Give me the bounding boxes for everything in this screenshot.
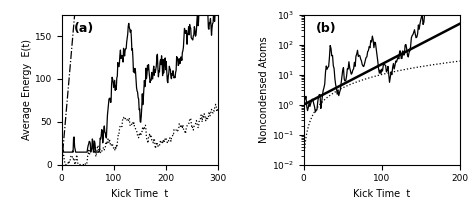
X-axis label: Kick Time  t: Kick Time t: [111, 189, 168, 199]
Y-axis label: Average Energy  E(t): Average Energy E(t): [22, 39, 32, 140]
Text: (a): (a): [74, 22, 94, 35]
Text: (b): (b): [316, 22, 337, 35]
X-axis label: Kick Time  t: Kick Time t: [353, 189, 410, 199]
Y-axis label: Noncondensed Atoms: Noncondensed Atoms: [259, 36, 269, 143]
